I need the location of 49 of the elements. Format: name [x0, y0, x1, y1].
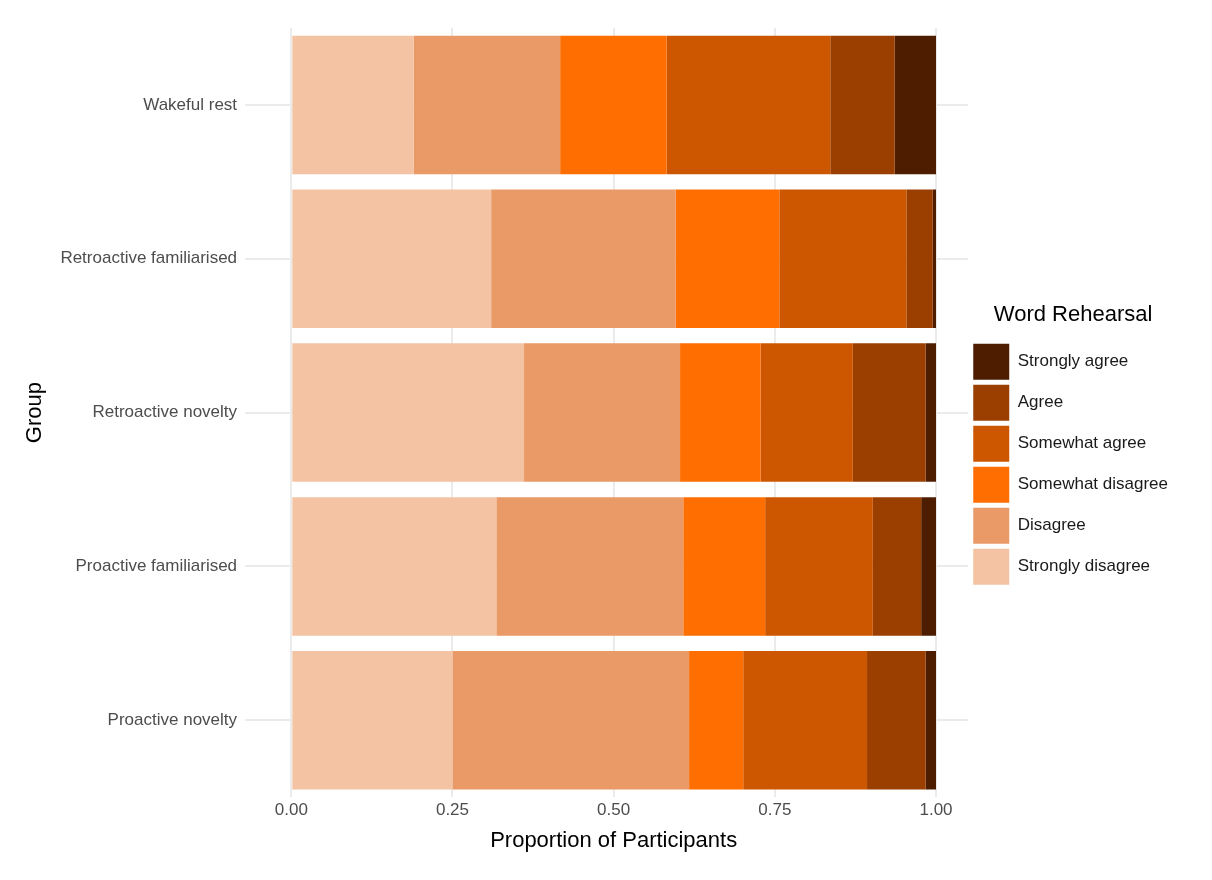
x-tick-label: 1.00 — [919, 800, 953, 820]
bar — [779, 189, 907, 328]
bar — [894, 35, 937, 175]
bar — [413, 35, 561, 175]
x-tick-label: 0.25 — [435, 800, 470, 820]
bar — [496, 497, 684, 636]
bar — [491, 189, 676, 328]
bar — [925, 651, 937, 790]
x-tick-label: 0.50 — [597, 800, 631, 820]
y-tick-label: Retroactive familiarised — [60, 248, 238, 268]
bar — [452, 651, 690, 790]
bar — [765, 497, 873, 636]
bar — [292, 35, 414, 175]
bar — [932, 189, 937, 328]
bar — [292, 189, 492, 328]
bar — [743, 651, 868, 790]
bar — [683, 497, 766, 636]
x-tick-label: 0.00 — [274, 800, 308, 820]
y-tick-label: Proactive familiarised — [75, 556, 238, 576]
bar — [524, 343, 681, 482]
bar — [689, 651, 744, 790]
bar — [560, 35, 667, 175]
legend-label: Strongly agree — [1017, 351, 1129, 371]
bar — [680, 343, 761, 482]
y-axis-title: Group — [21, 382, 47, 444]
bar — [925, 343, 937, 482]
bar — [292, 651, 453, 790]
bar — [867, 651, 926, 790]
y-tick-label: Retroactive novelty — [92, 402, 238, 422]
y-tick-label: Proactive novelty — [107, 709, 238, 729]
bar — [872, 497, 922, 636]
legend-label: Somewhat disagree — [1017, 474, 1169, 494]
bar — [760, 343, 853, 482]
bar — [292, 343, 525, 482]
legend-label: Disagree — [1017, 515, 1086, 535]
bar — [666, 35, 831, 175]
bar — [906, 189, 933, 328]
bar — [830, 35, 895, 175]
legend-label: Agree — [1017, 392, 1064, 412]
legend-label: Strongly disagree — [1017, 556, 1151, 576]
bar — [852, 343, 926, 482]
bar — [292, 497, 497, 636]
legend-title: Word Rehearsal — [993, 301, 1153, 327]
x-axis-title: Proportion of Participants — [490, 826, 738, 852]
legend-label: Somewhat agree — [1017, 433, 1147, 453]
bar — [675, 189, 780, 328]
y-tick-label: Wakeful rest — [143, 94, 238, 114]
bar — [921, 497, 937, 636]
x-tick-label: 0.75 — [758, 800, 792, 820]
